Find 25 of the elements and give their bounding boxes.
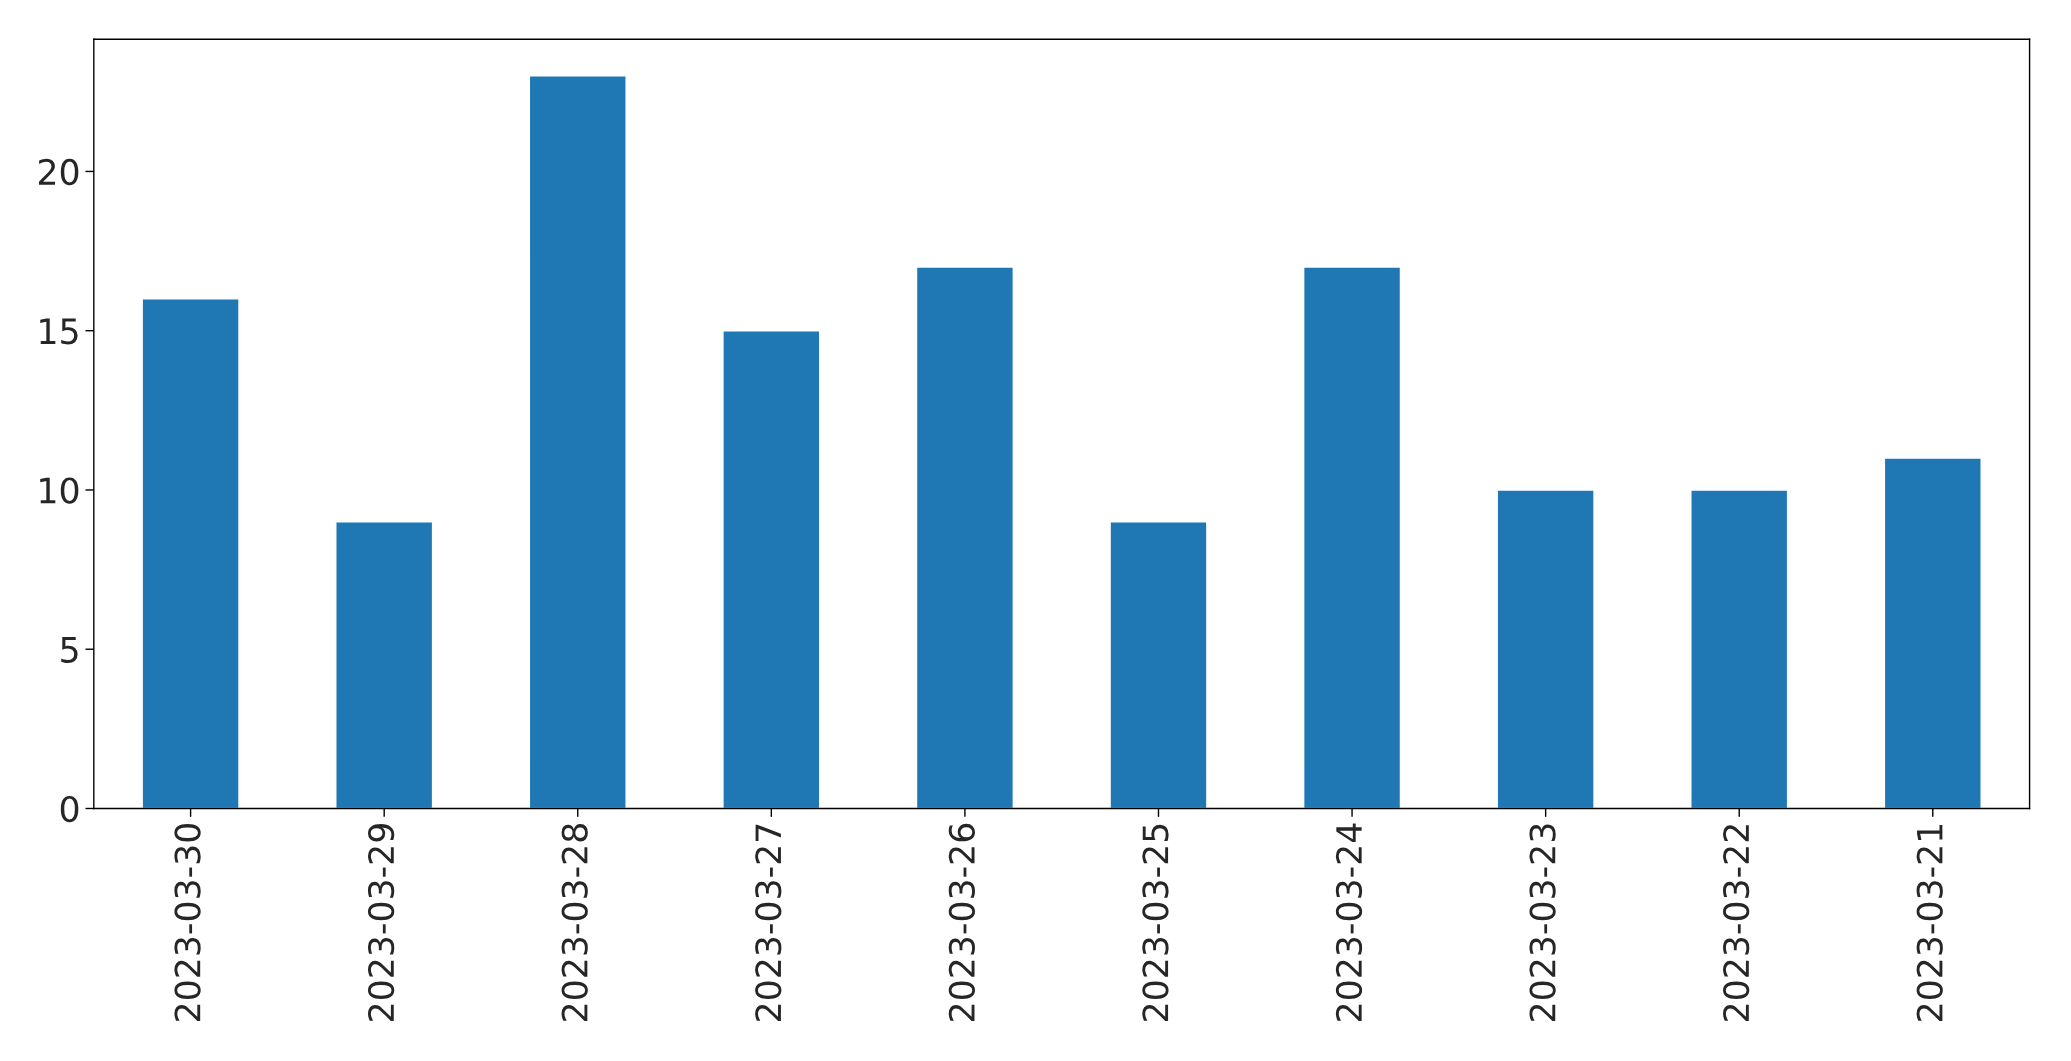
x-tick-label: 2023-03-24 xyxy=(1335,823,1363,1021)
x-tick-label: 2023-03-25 xyxy=(1142,824,1169,1021)
y-tick-label: 0 xyxy=(60,795,79,823)
x-tick-label: 2023-03-21 xyxy=(1916,824,1943,1021)
x-tick-label: 2023-03-23 xyxy=(1529,824,1556,1021)
bar xyxy=(1109,521,1208,809)
y-tick-label: 15 xyxy=(40,318,78,345)
x-tick-label: 2023-03-27 xyxy=(755,824,782,1021)
bar xyxy=(335,521,434,809)
bar xyxy=(1690,489,1789,809)
y-tick-label: 5 xyxy=(61,637,78,663)
y-tick-label: 10 xyxy=(40,477,79,504)
x-tick-label: 2023-03-29 xyxy=(367,824,395,1021)
x-tick-label: 2023-03-28 xyxy=(561,824,588,1021)
bar xyxy=(141,298,240,809)
x-tick-label: 2023-03-26 xyxy=(948,823,975,1021)
bar xyxy=(1302,266,1402,809)
x-tick-label: 2023-03-30 xyxy=(174,823,201,1021)
y-tick-label: 20 xyxy=(38,158,79,186)
bar xyxy=(528,75,627,809)
bar xyxy=(722,330,821,809)
x-tick-label: 2023-03-22 xyxy=(1723,825,1750,1021)
bar xyxy=(915,266,1014,809)
bar xyxy=(1883,457,1982,809)
bar xyxy=(1496,489,1595,809)
